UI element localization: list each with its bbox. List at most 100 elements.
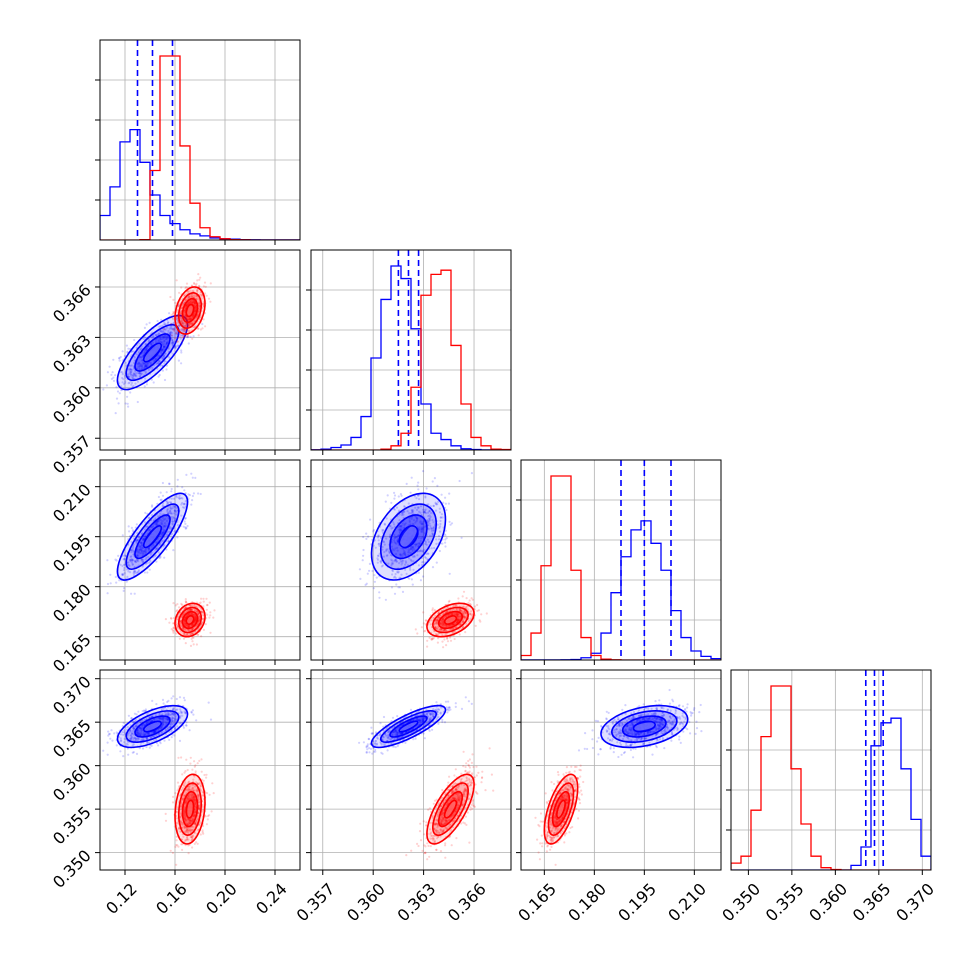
scatter-point	[169, 510, 172, 513]
scatter-point	[458, 608, 461, 611]
scatter-point	[138, 342, 141, 345]
scatter-point	[145, 365, 148, 368]
scatter-point	[208, 616, 211, 619]
scatter-point	[160, 352, 163, 355]
scatter-point	[138, 552, 141, 555]
scatter-point	[457, 614, 460, 617]
scatter-point	[177, 496, 180, 499]
scatter-point	[182, 503, 185, 506]
scatter-point	[172, 631, 175, 634]
scatter-point	[438, 538, 441, 541]
scatter-point	[124, 554, 127, 558]
scatter-point	[142, 550, 145, 553]
scatter-point	[185, 323, 188, 326]
scatter-point	[447, 502, 450, 505]
scatter-point	[138, 363, 141, 366]
scatter-point	[161, 330, 164, 334]
scatter-point	[464, 616, 467, 619]
scatter-point	[142, 352, 145, 355]
scatter-point	[134, 382, 137, 385]
scatter-point	[181, 631, 184, 634]
scatter-point	[117, 402, 120, 405]
scatter-point	[134, 571, 137, 575]
scatter-point	[398, 586, 401, 589]
scatter-point	[144, 371, 147, 375]
scatter-point	[166, 335, 169, 338]
scatter-point	[115, 559, 118, 562]
scatter-point	[187, 324, 190, 327]
scatter-point	[136, 549, 139, 552]
panel-frame	[730, 669, 932, 871]
scatter-point	[427, 540, 430, 544]
scatter-point	[464, 606, 467, 609]
scatter-point	[185, 286, 188, 289]
scatter-point	[407, 548, 410, 551]
scatter-point	[156, 362, 159, 365]
scatter-point	[462, 605, 465, 609]
scatter-point	[453, 622, 456, 626]
scatter-point	[138, 355, 141, 359]
scatter-point	[372, 530, 375, 533]
scatter-point	[142, 361, 145, 364]
scatter-point	[166, 336, 169, 339]
scatter-point	[142, 558, 145, 561]
scatter-point	[181, 603, 184, 607]
density-highlight-red	[187, 304, 193, 317]
scatter-point	[422, 510, 425, 513]
scatter-point	[136, 571, 139, 574]
scatter-point	[459, 623, 462, 626]
scatter-point	[422, 560, 425, 564]
scatter-point	[185, 322, 188, 325]
scatter-point	[170, 314, 173, 317]
scatter-point	[192, 613, 195, 616]
scatter-point	[130, 558, 133, 561]
scatter-point	[391, 548, 394, 551]
scatter-point	[163, 336, 166, 339]
scatter-point	[457, 618, 460, 621]
scatter-point	[415, 517, 418, 520]
scatter-point	[140, 541, 143, 544]
scatter-point	[170, 507, 173, 510]
scatter-point	[403, 505, 406, 508]
scatter-point	[165, 326, 168, 329]
scatter-point	[171, 520, 174, 523]
scatter-point	[161, 357, 164, 360]
scatter-point	[422, 622, 425, 625]
scatter-point	[173, 336, 177, 340]
contour-red	[432, 606, 469, 634]
scatter-point	[437, 632, 440, 635]
scatter-point	[423, 630, 426, 633]
scatter-point	[201, 610, 204, 613]
scatter-point	[170, 341, 174, 344]
scatter-point	[191, 499, 194, 502]
scatter-point	[410, 512, 413, 515]
scatter-point	[115, 744, 118, 747]
scatter-point	[376, 557, 379, 560]
scatter-point	[398, 531, 402, 534]
scatter-point	[187, 301, 190, 304]
scatter-point	[190, 299, 193, 302]
scatter-point	[155, 523, 158, 526]
scatter-point	[119, 355, 122, 359]
scatter-point	[432, 529, 435, 532]
scatter-point	[129, 371, 132, 374]
scatter-point	[123, 554, 126, 557]
scatter-point	[162, 323, 165, 326]
scatter-point	[477, 609, 480, 612]
scatter-point	[420, 563, 424, 567]
scatter-point	[186, 303, 189, 306]
scatter-point	[141, 359, 144, 362]
scatter-point	[135, 558, 139, 561]
scatter-point	[191, 494, 194, 498]
scatter-point	[201, 611, 204, 614]
scatter-point	[135, 713, 138, 716]
scatter-point	[401, 512, 404, 515]
scatter-point	[183, 294, 186, 297]
scatter-point	[396, 535, 399, 538]
scatter-point	[167, 321, 170, 324]
scatter-point	[412, 509, 415, 512]
scatter-point	[455, 621, 458, 624]
scatter-point	[140, 550, 144, 553]
scatter-point	[176, 536, 179, 539]
scatter-point	[173, 327, 176, 330]
